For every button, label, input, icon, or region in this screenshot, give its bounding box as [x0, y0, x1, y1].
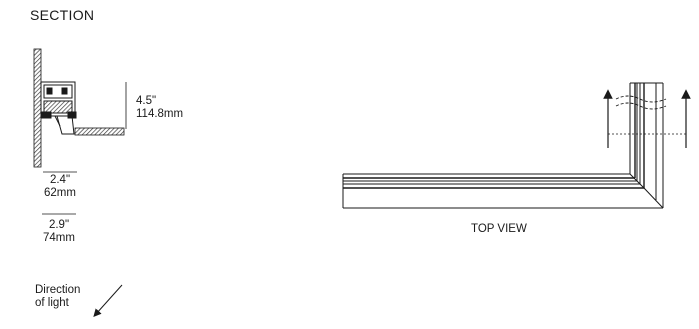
top-view-label: TOP VIEW: [471, 223, 527, 235]
direction-of-light-label-line1: Direction: [35, 284, 81, 296]
height-mm-label: 114.8mm: [136, 108, 184, 120]
width-outer-inches-label: 2.9": [48, 219, 70, 231]
section-view: [33, 48, 127, 317]
wall-section: [33, 48, 42, 168]
width-outer-mm-label: 74mm: [43, 232, 75, 244]
light-direction-arrow: [93, 284, 123, 317]
top-view: [342, 82, 691, 209]
direction-of-light-label-line2: of light: [35, 297, 69, 309]
width-inner-inches-label: 2.4": [49, 174, 71, 186]
ceiling-section: [74, 127, 125, 136]
break-line: [615, 95, 667, 110]
width-inner-mm-label: 62mm: [44, 187, 76, 199]
height-inches-label: 4.5": [136, 95, 157, 107]
fixture-profile: [40, 81, 77, 135]
section-title: SECTION: [30, 7, 95, 23]
